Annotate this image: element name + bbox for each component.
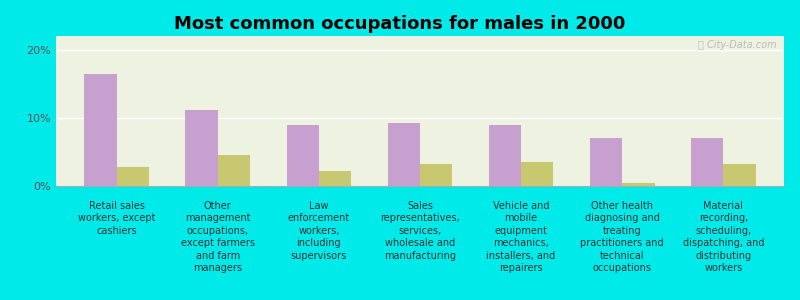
Bar bbox=[186, 110, 218, 186]
Text: Material
recording,
scheduling,
dispatching, and
distributing
workers: Material recording, scheduling, dispatch… bbox=[682, 201, 764, 273]
Bar bbox=[218, 155, 250, 186]
Bar bbox=[590, 138, 622, 186]
Bar bbox=[420, 164, 452, 186]
Bar bbox=[388, 123, 420, 186]
Text: ⓘ City-Data.com: ⓘ City-Data.com bbox=[698, 40, 777, 50]
Bar bbox=[117, 167, 149, 186]
Text: Most common occupations for males in 2000: Most common occupations for males in 200… bbox=[174, 15, 626, 33]
Text: Vehicle and
mobile
equipment
mechanics,
installers, and
repairers: Vehicle and mobile equipment mechanics, … bbox=[486, 201, 556, 273]
Text: Retail sales
workers, except
cashiers: Retail sales workers, except cashiers bbox=[78, 201, 155, 236]
Text: Sales
representatives,
services,
wholesale and
manufacturing: Sales representatives, services, wholesa… bbox=[380, 201, 460, 261]
Bar bbox=[723, 164, 756, 186]
Text: Law
enforcement
workers,
including
supervisors: Law enforcement workers, including super… bbox=[288, 201, 350, 261]
Bar bbox=[622, 183, 654, 186]
Bar bbox=[319, 171, 351, 186]
Bar bbox=[286, 124, 319, 186]
Text: Other
management
occupations,
except farmers
and farm
managers: Other management occupations, except far… bbox=[181, 201, 254, 273]
Bar bbox=[691, 138, 723, 186]
Text: Other health
diagnosing and
treating
practitioners and
technical
occupations: Other health diagnosing and treating pra… bbox=[581, 201, 664, 273]
Bar bbox=[489, 124, 521, 186]
Bar bbox=[84, 74, 117, 186]
Bar bbox=[521, 162, 554, 186]
